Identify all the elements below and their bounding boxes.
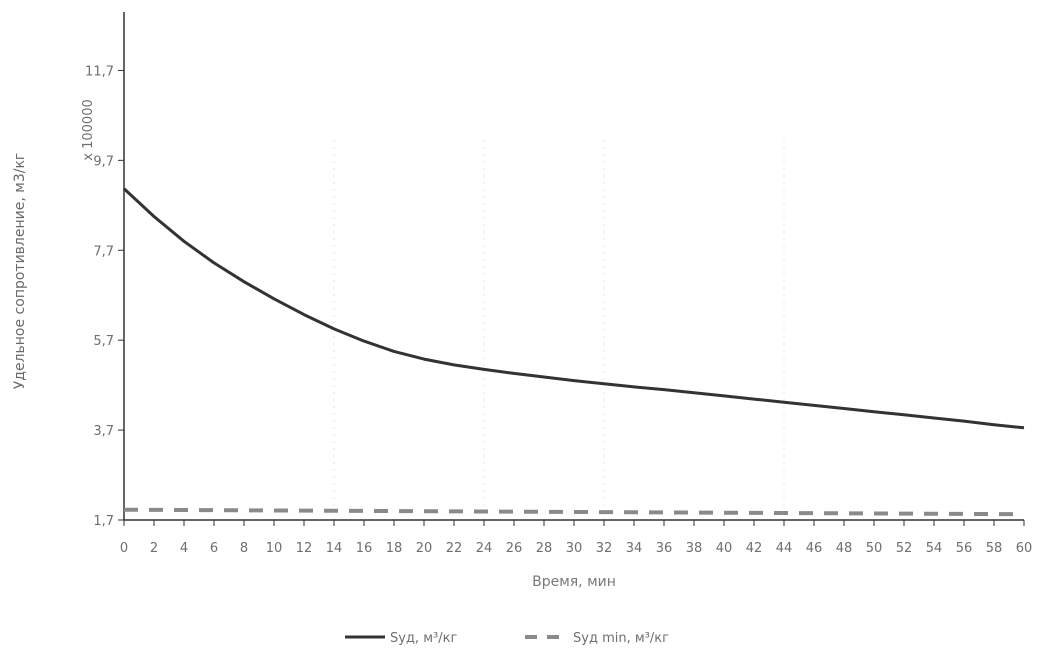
x-tick-label: 30: [566, 541, 583, 556]
x-tick-label: 32: [596, 541, 613, 556]
y-tick-label: 1,7: [93, 514, 114, 529]
x-tick-label: 50: [866, 541, 883, 556]
y-tick-label: 7,7: [93, 244, 114, 259]
x-tick-label: 20: [416, 541, 433, 556]
x-tick-label: 46: [806, 541, 823, 556]
x-tick-label: 8: [240, 541, 248, 556]
series-line-1: [122, 187, 1025, 430]
series-layer: [122, 187, 1025, 517]
y-tick-label: 9,7: [93, 154, 114, 169]
x-tick-label: 12: [296, 541, 313, 556]
x-tick-label: 18: [386, 541, 403, 556]
x-tick-label: 0: [120, 541, 128, 556]
legend: Sуд, м³/кг Sуд min, м³/кг: [345, 631, 669, 646]
x-tick-label: 42: [746, 541, 763, 556]
x-tick-label: 40: [716, 541, 733, 556]
legend-label-series-1: Sуд, м³/кг: [390, 631, 457, 646]
x-tick-label: 48: [836, 541, 853, 556]
x-tick-label: 58: [986, 541, 1003, 556]
y-tick-label: 11,7: [85, 64, 114, 79]
legend-label-series-2: Sуд min, м³/кг: [573, 631, 669, 646]
series-line-2: [123, 507, 1025, 517]
x-axis-label: Время, мин: [532, 574, 616, 590]
grid-lines: [333, 140, 785, 520]
y-ticks: 1,7 3,7 5,7 7,7 9,7 11,7: [85, 64, 124, 529]
x-tick-label: 14: [326, 541, 343, 556]
x-tick-label: 34: [626, 541, 643, 556]
y-tick-label: 3,7: [93, 424, 114, 439]
x-tick-label: 22: [446, 541, 463, 556]
y-tick-label: 5,7: [93, 334, 114, 349]
x-tick-label: 52: [896, 541, 913, 556]
x-tick-label: 28: [536, 541, 553, 556]
x-tick-label: 10: [266, 541, 283, 556]
x-ticks: 0 2 4 6 8 10 12 14 16 18 20 22 24 26 28 30 32 34 36 38 40 42 4…: [120, 520, 1032, 556]
x-tick-label: 24: [476, 541, 493, 556]
x-tick-label: 60: [1016, 541, 1033, 556]
x-tick-label: 54: [926, 541, 943, 556]
x-tick-label: 38: [686, 541, 703, 556]
x-tick-label: 36: [656, 541, 673, 556]
y-multiplier-label: x 100000: [81, 99, 96, 160]
x-tick-label: 56: [956, 541, 973, 556]
x-tick-label: 44: [776, 541, 793, 556]
x-tick-label: 6: [210, 541, 218, 556]
y-axis-label: Удельное сопротивление, м3/кг: [12, 153, 28, 390]
x-tick-label: 16: [356, 541, 373, 556]
x-tick-label: 4: [180, 541, 188, 556]
x-tick-label: 26: [506, 541, 523, 556]
x-tick-label: 2: [150, 541, 158, 556]
